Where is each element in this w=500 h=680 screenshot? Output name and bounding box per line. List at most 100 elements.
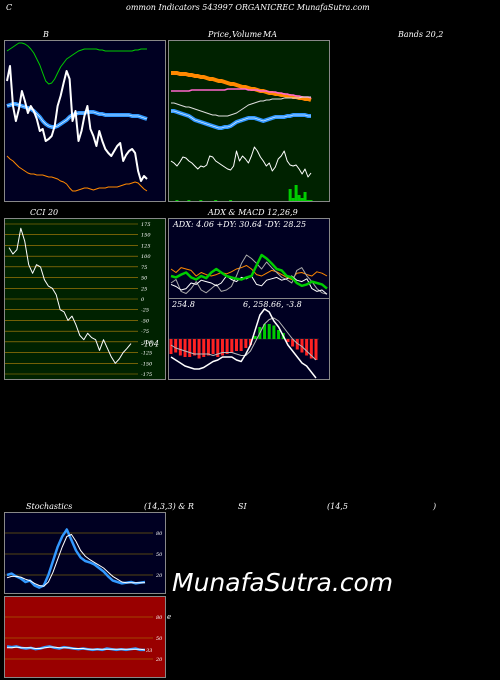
osc-tick-label: 80 [156, 615, 163, 621]
cci-tick-label: -50 [141, 318, 150, 324]
osc-tick-label: 20 [155, 573, 163, 579]
bollinger-upper-band [6, 42, 147, 85]
adx-gray-line [170, 254, 328, 295]
adx-values: ADX: 4.06 +DY: 30.64 -DY: 28.25 [173, 220, 307, 229]
cci-tick-label: -175 [141, 372, 152, 378]
macd-histogram-bar [192, 339, 196, 356]
ma-label: MA [263, 30, 277, 39]
macd-chart [169, 299, 329, 379]
osc-tick-label: 20 [155, 657, 163, 663]
adx-minus-di-line [170, 265, 328, 280]
macd-histogram-bar [295, 339, 299, 350]
cci-tick-label: 0 [141, 297, 145, 303]
macd-histogram-bar [197, 339, 201, 359]
cci-tick-label: -100 [141, 340, 153, 346]
volume-bar [175, 200, 179, 201]
bollinger-panel [4, 40, 166, 202]
macd-values-left: 254.8 [172, 300, 195, 309]
macd-histogram-bar [230, 339, 234, 353]
bollinger-label: B [43, 30, 49, 39]
rsi-params: (14,5 [327, 502, 348, 511]
osc-white-line [7, 646, 146, 651]
stochastics-chart: 80 50 20 [5, 513, 165, 593]
rsi-close: ) [433, 502, 437, 511]
price-line [170, 146, 312, 178]
macd-signal-line [170, 317, 317, 361]
macd-histogram-bar [263, 324, 267, 339]
bands-label: Bands 20,2 [398, 30, 444, 39]
cci-label: CCI 20 [30, 208, 59, 217]
header-c: C [6, 3, 13, 12]
macd-histogram-bar [291, 339, 295, 347]
watermark: MunafaSutra.com [172, 568, 394, 597]
volume-bar [297, 195, 301, 201]
panel-background [5, 597, 165, 677]
osc-tick-label: 80 [156, 531, 163, 537]
rsi-value-label: 33 [146, 648, 152, 654]
volume-bar [291, 198, 295, 201]
macd-histogram-bar [267, 324, 271, 339]
ma-white-line [171, 96, 311, 117]
macd-histogram-bar [277, 330, 281, 339]
volume-bar [303, 192, 307, 201]
volume-bar [288, 189, 292, 201]
macd-histogram-bar [211, 339, 215, 354]
ma-orange-line [171, 71, 312, 102]
cci-tick-label: 100 [141, 254, 151, 260]
cci-tick-label: -125 [141, 351, 152, 357]
cci-chart: 175 150 125 100 75 50 25 0 -25 -50 -75 -100 -125 -150… [5, 219, 165, 379]
macd-histogram-bar [202, 339, 206, 357]
bollinger-price-line [6, 65, 148, 182]
bollinger-chart [5, 41, 165, 201]
osc-tick-label: 50 [156, 552, 163, 558]
volume-bar [199, 200, 203, 201]
adx-chart [169, 219, 329, 299]
macd-panel: 254.8 6, 258.66, -3.8 [168, 298, 330, 380]
page-title: ommon Indicators 543997 ORGANICREC Munaf… [126, 3, 370, 12]
macd-histogram-bar [314, 339, 318, 360]
ma-blue-highlight [171, 110, 311, 129]
cci-tick-label: 175 [141, 222, 151, 228]
macd-histogram-bar [244, 339, 248, 348]
rsi-side-label: e [167, 613, 172, 621]
cci-tick-label: -25 [141, 308, 149, 314]
ma-pink-line [171, 88, 312, 99]
volume-bar [214, 200, 218, 201]
macd-histogram-bar [188, 339, 192, 357]
macd-histogram-bar [169, 339, 173, 354]
cci-tick-label: -150 [141, 361, 153, 367]
adx-plus-di-line [170, 253, 328, 290]
cci-panel: 175 150 125 100 75 50 25 0 -25 -50 -75 -100 -125 -150… [4, 218, 166, 380]
volume-bar [300, 198, 304, 201]
macd-histogram-bar [178, 339, 182, 356]
stoch-label: Stochastics [26, 502, 73, 511]
macd-histogram-bar [174, 339, 178, 353]
cci-tick-label: -75 [141, 329, 149, 335]
bollinger-lower-band [6, 155, 148, 192]
macd-histogram-bar [183, 339, 187, 357]
volume-label: Volume [232, 30, 262, 39]
volume-bar [229, 200, 233, 201]
macd-values-right: 6, 258.66, -3.8 [243, 300, 302, 309]
macd-histogram-bar [225, 339, 229, 354]
volume-bar [309, 200, 313, 201]
macd-histogram-bar [249, 339, 253, 345]
osc-white-line [6, 533, 145, 587]
volume-bar [187, 200, 191, 201]
stochastics-panel: 80 50 20 [4, 512, 166, 594]
cci-value-label: -104 [141, 340, 159, 349]
cci-tick-label: 150 [141, 233, 151, 239]
cci-tick-label: 75 [141, 265, 147, 271]
adx-panel: ADX: 4.06 +DY: 30.64 -DY: 28.25 [168, 218, 330, 300]
cci-tick-label: 25 [140, 286, 147, 292]
stoch-params: (14,3,3) & R [144, 502, 194, 511]
volume-bar [306, 200, 310, 201]
macd-histogram-bar [300, 339, 304, 353]
panel-background [5, 41, 165, 201]
cci-tick-label: 50 [141, 276, 148, 282]
adx-macd-label: ADX & MACD 12,26,9 [208, 208, 298, 217]
macd-histogram-bar [216, 339, 220, 357]
price-ma-panel [168, 40, 330, 202]
macd-histogram-bar [234, 339, 238, 351]
